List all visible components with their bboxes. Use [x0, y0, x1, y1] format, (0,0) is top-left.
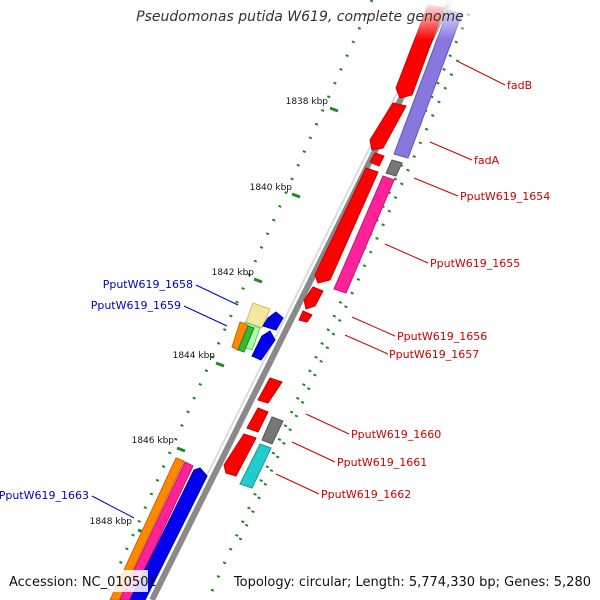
grey-track-segment: [385, 159, 403, 177]
kbp-tick: [329, 106, 339, 113]
leader-PputW619_1658: [195, 284, 239, 306]
backbone-outer: [149, 0, 453, 600]
kbp-tick: [176, 446, 186, 453]
gene-label-PputW619_1663[interactable]: PputW619_1663: [0, 489, 89, 502]
leader-lines-left: [91, 284, 239, 519]
gene-label-PputW619_1657[interactable]: PputW619_1657: [389, 348, 479, 361]
secondary-tracks-right: [239, 9, 463, 489]
leader-PputW619_1659: [183, 305, 228, 327]
magenta-track-segment: [119, 461, 194, 600]
map-title: Pseudomonas putida W619, complete genome: [136, 9, 464, 25]
gene-PputW619_1660[interactable]: [257, 377, 283, 404]
gene-label-PputW619_1656[interactable]: PputW619_1656: [397, 330, 487, 343]
gene-label-PputW619_1654[interactable]: PputW619_1654: [460, 190, 550, 203]
gene-PputW619_1663[interactable]: [129, 467, 208, 600]
topology-text: Topology: circular; Length: 5,774,330 bp…: [233, 575, 591, 590]
gene-PputW619_1662[interactable]: [223, 433, 257, 477]
reverse-gene-arrow[interactable]: [262, 311, 284, 331]
cyan-track-segment: [239, 443, 272, 489]
leader-PputW619_1660: [305, 413, 350, 435]
outer-tick-track: [206, 0, 477, 600]
gene-label-PputW619_1658[interactable]: PputW619_1658: [103, 278, 193, 291]
footer-topology-bg: [255, 570, 595, 592]
leader-PputW619_1662: [275, 473, 320, 495]
leader-PputW619_1655: [384, 243, 429, 264]
reverse-genes-left-cluster: [231, 302, 284, 361]
gene-fadA[interactable]: [369, 102, 407, 151]
accession-text: Accession: NC_010501: [9, 575, 157, 590]
gene-PputW619_1658[interactable]: [245, 302, 271, 329]
leader-PputW619_1656: [351, 316, 396, 337]
grey-track-segment: [261, 416, 284, 445]
leader-PputW619_1654: [413, 177, 459, 197]
leader-PputW619_1661: [291, 441, 336, 463]
gene-label-PputW619_1659[interactable]: PputW619_1659: [91, 299, 181, 312]
gene-label-PputW619_1661[interactable]: PputW619_1661: [337, 456, 427, 469]
orange-track-segment: [109, 457, 185, 600]
gene-label-PputW619_1662[interactable]: PputW619_1662: [321, 488, 411, 501]
kbp-label-1848: 1848 kbp: [90, 517, 133, 527]
kbp-label-1840: 1840 kbp: [250, 183, 293, 193]
gene-label-PputW619_1655[interactable]: PputW619_1655: [430, 257, 520, 270]
magenta-track-segment: [333, 175, 395, 294]
tracks-left-bottom: [109, 457, 208, 600]
gene-PputW619_1654[interactable]: [369, 152, 385, 167]
kbp-label-1842: 1842 kbp: [212, 268, 255, 278]
kbp-tick: [215, 361, 225, 368]
leader-PputW619_1663: [91, 495, 135, 519]
kbp-label-1846: 1846 kbp: [132, 436, 175, 446]
gene-PputW619_1657[interactable]: [298, 310, 313, 323]
kbp-label-1844: 1844 kbp: [173, 351, 216, 361]
leader-PputW619_1657: [344, 334, 389, 355]
leader-fadB: [458, 61, 506, 86]
top-fade: [380, 0, 480, 40]
gene-label-PputW619_1660[interactable]: PputW619_1660: [351, 428, 441, 441]
kbp-tick: [291, 192, 301, 199]
gene-PputW619_1656[interactable]: [303, 286, 324, 310]
gene-label-fadB[interactable]: fadB: [507, 79, 532, 92]
kbp-tick: [253, 277, 263, 284]
forward-genes-right: [223, 4, 445, 477]
gene-PputW619_1661[interactable]: [246, 407, 269, 433]
footer-accession-bg: [5, 570, 148, 592]
gene-PputW619_1655[interactable]: [314, 167, 379, 284]
gene-PputW619_1659-b[interactable]: [237, 325, 255, 353]
kbp-label-1838: 1838 kbp: [286, 97, 329, 107]
gene-label-fadA[interactable]: fadA: [474, 154, 500, 167]
leader-lines-right: [275, 61, 506, 495]
leader-fadA: [429, 141, 473, 161]
reverse-gene-arrow[interactable]: [251, 330, 276, 361]
